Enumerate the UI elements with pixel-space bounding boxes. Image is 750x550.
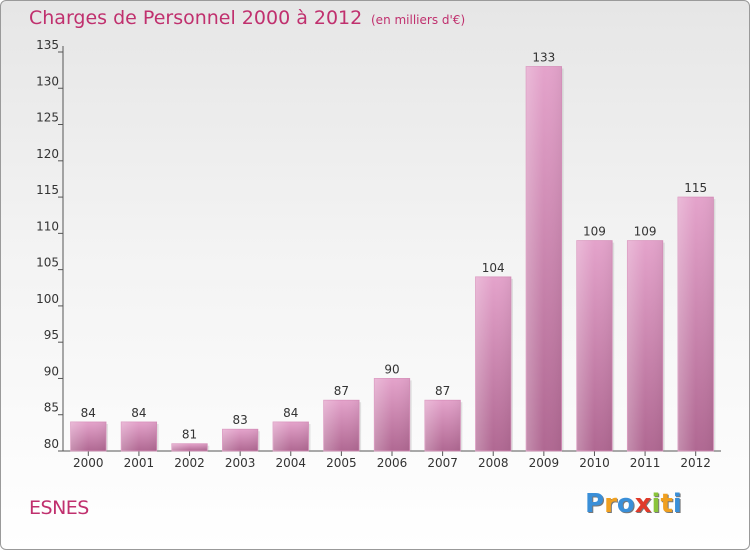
x-tick-label: 2012 [680, 456, 711, 470]
bar-highlight [70, 421, 107, 451]
y-tick-label: 80 [44, 437, 59, 451]
logo-letter: x [634, 489, 652, 519]
bar-highlight [627, 240, 663, 451]
data-label: 109 [583, 225, 606, 239]
x-tick-label: 2006 [377, 456, 408, 470]
chart-subtitle: (en milliers d'€) [371, 13, 466, 27]
chart-title: Charges de Personnel 2000 à 2012 [29, 7, 363, 29]
data-label: 87 [435, 384, 450, 398]
x-axis: 2000 2001 2002 2003 2004 2005 2006 2007 2008 2009… [63, 450, 721, 470]
data-label: 84 [81, 406, 96, 420]
x-tick-label: 2010 [579, 456, 610, 470]
x-tick-label: 2000 [73, 456, 104, 470]
bar-highlight [121, 421, 157, 451]
x-tick-label: 2005 [326, 456, 357, 470]
x-tick-label: 2001 [124, 456, 155, 470]
y-tick-label: 85 [44, 401, 59, 415]
y-tick-label: 135 [36, 38, 59, 52]
x-tick-label: 2009 [529, 456, 560, 470]
data-label: 83 [233, 413, 248, 427]
bar-highlight [323, 400, 360, 451]
y-tick-label: 105 [36, 256, 59, 270]
bar-highlight [374, 378, 410, 451]
data-label: 87 [334, 384, 349, 398]
x-tick-label: 2004 [275, 456, 306, 470]
bar-series [70, 66, 716, 452]
y-tick-label: 125 [36, 111, 59, 125]
logo-letter: t [660, 489, 673, 519]
bar-highlight [273, 421, 309, 451]
y-tick-label: 130 [36, 74, 59, 88]
data-label: 90 [384, 362, 399, 376]
x-tick-label: 2002 [174, 456, 205, 470]
data-labels: 84 84 81 83 84 87 90 87 104 133 109 109 115 [81, 51, 707, 442]
bar-highlight [475, 276, 511, 451]
x-tick-label: 2007 [427, 456, 458, 470]
y-tick-label: 90 [44, 364, 59, 378]
data-label: 84 [131, 406, 146, 420]
bar-highlight [526, 66, 562, 451]
commune-name: ESNES [29, 497, 89, 519]
x-tick-label: 2008 [478, 456, 509, 470]
bar-highlight [424, 400, 461, 451]
data-label: 81 [182, 428, 197, 442]
logo-letter: P [585, 489, 605, 519]
data-label: 104 [482, 261, 505, 275]
bar-highlight [171, 443, 208, 451]
data-label: 84 [283, 406, 298, 420]
logo-letter: i [672, 489, 682, 519]
bar-highlight [677, 197, 714, 451]
logo-letter: o [616, 489, 635, 519]
data-label: 115 [684, 181, 707, 195]
y-tick-label: 95 [44, 328, 59, 342]
y-axis: 80 85 90 95 100 105 110 115 120 125 130 135 [36, 38, 64, 452]
proxiti-logo: Proxiti [585, 489, 682, 519]
bar-highlight [576, 240, 613, 451]
data-label: 109 [634, 225, 657, 239]
y-tick-label: 120 [36, 147, 59, 161]
bar-highlight [222, 429, 258, 451]
y-tick-label: 110 [36, 219, 59, 233]
y-tick-label: 115 [36, 183, 59, 197]
x-tick-label: 2003 [225, 456, 256, 470]
data-label: 133 [532, 51, 555, 65]
logo-letter: r [604, 489, 617, 519]
y-tick-label: 100 [36, 292, 59, 306]
logo-letter: i [651, 489, 661, 519]
x-tick-label: 2011 [630, 456, 661, 470]
